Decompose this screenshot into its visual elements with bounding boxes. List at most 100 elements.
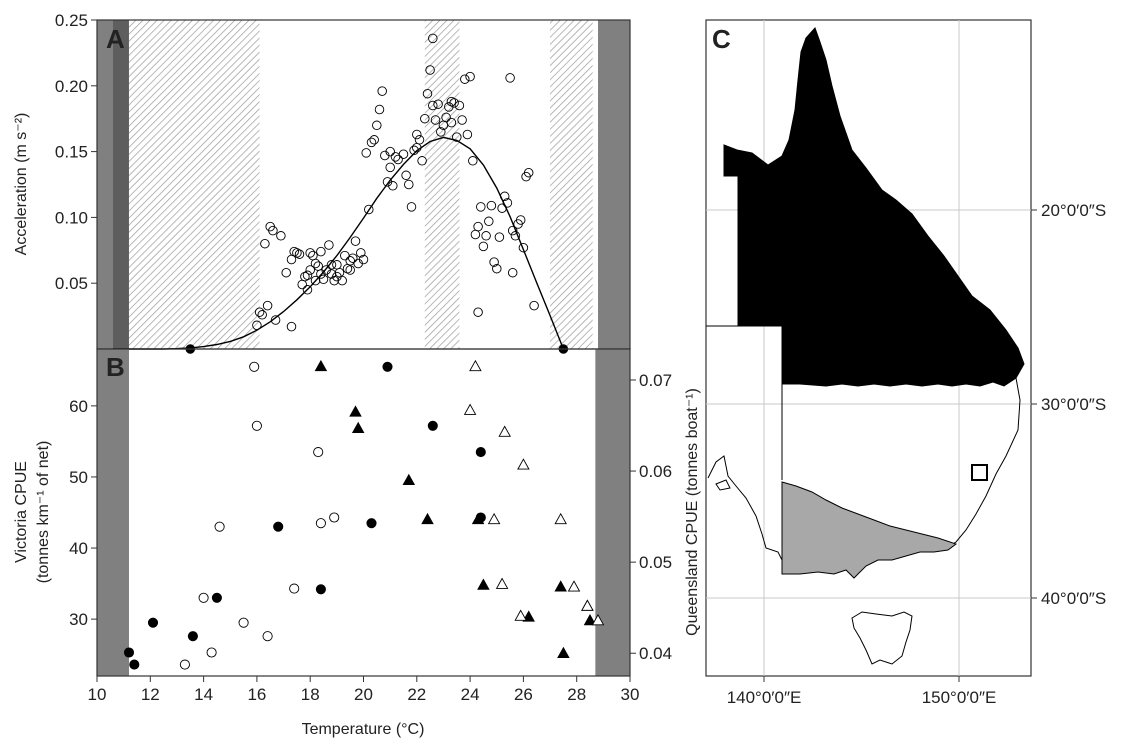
panel-a-y-axis-label: Acceleration (m s⁻²)	[13, 113, 30, 256]
acceleration-point	[507, 267, 518, 278]
acceleration-point	[417, 156, 427, 166]
victoria-cpue-point-filled	[211, 592, 222, 603]
victoria-cpue-point-filled	[427, 420, 438, 431]
tasmania-region	[851, 611, 913, 665]
acceleration-point	[388, 181, 398, 191]
acceleration-point	[484, 216, 494, 227]
panel-a-y-tick-label: 0.25	[55, 11, 88, 30]
acceleration-point	[302, 270, 313, 281]
map-latitude-label: 40°0′0″S	[1041, 589, 1106, 608]
acceleration-point	[326, 260, 337, 270]
victoria-cpue-point-open	[198, 592, 209, 603]
panel-b-right-tick-label: 0.07	[639, 371, 672, 390]
queensland-cpue-point-filled	[402, 473, 416, 486]
acceleration-point	[385, 162, 395, 173]
acceleration-point	[497, 203, 507, 213]
acceleration-point	[268, 225, 278, 236]
acceleration-point	[398, 149, 409, 159]
panel-b-x-tick-label: 28	[567, 685, 586, 704]
acceleration-point	[523, 167, 534, 178]
temperature-limit-band	[595, 349, 630, 676]
acceleration-point	[372, 120, 382, 131]
acceleration-point	[409, 145, 419, 156]
queensland-cpue-point-open	[469, 359, 482, 372]
acceleration-point	[326, 269, 337, 279]
queensland-cpue-point-filled	[554, 580, 567, 592]
study-site-marker	[971, 464, 988, 481]
panel-b-x-tick-label: 16	[247, 685, 266, 704]
panel-a-y-tick-label: 0.05	[55, 274, 88, 293]
acceleration-point	[254, 307, 265, 317]
victoria-cpue-point-open	[179, 659, 190, 670]
panel-b-right-axis-label: Queensland CPUE (tonnes boat⁻¹)	[684, 388, 701, 636]
acceleration-point	[505, 73, 515, 83]
acceleration-point	[494, 232, 505, 242]
acceleration-point	[257, 310, 267, 320]
acceleration-point	[393, 154, 403, 165]
kangaroo-island	[715, 479, 731, 491]
acceleration-point	[313, 261, 323, 271]
map-latitude-label: 30°0′0″S	[1041, 395, 1106, 414]
acceleration-point	[260, 238, 270, 249]
acceleration-point	[412, 142, 422, 153]
panel-c-map: C 140°0′0″E 150°0′0″E 20°0′0″S 30°0′0″S 40°…	[705, 19, 1106, 707]
acceleration-point	[414, 135, 425, 145]
acceleration-point	[499, 191, 510, 202]
acceleration-point	[366, 137, 377, 148]
acceleration-point	[518, 242, 529, 253]
acceleration-point	[510, 231, 521, 241]
map-longitude-label: 140°0′0″E	[727, 688, 802, 707]
acceleration-point	[507, 225, 518, 236]
acceleration-point	[486, 200, 497, 211]
acceleration-point	[297, 279, 307, 290]
queensland-cpue-point-filled	[471, 512, 485, 525]
victoria-cpue-point-filled	[382, 361, 393, 372]
panel-b-frame	[96, 348, 631, 677]
panel-b-x-tick-label: 14	[194, 685, 213, 704]
queensland-cpue-point-open	[498, 425, 511, 437]
acceleration-point	[300, 271, 310, 282]
panel-b-right-tick-label: 0.06	[639, 462, 672, 481]
victoria-cpue-point-open	[262, 631, 273, 642]
victoria-cpue-point-open	[315, 518, 326, 529]
acceleration-point	[340, 250, 350, 261]
panel-b-y-axis-label-line1: Victoria CPUE	[13, 461, 30, 563]
acceleration-point	[478, 241, 489, 252]
acceleration-point	[305, 248, 315, 258]
temperature-limit-band	[97, 349, 129, 676]
panel-a-y-tick-label: 0.10	[55, 208, 88, 227]
acceleration-point	[428, 100, 438, 111]
acceleration-point	[292, 248, 302, 258]
panel-b-x-tick-label: 20	[354, 685, 373, 704]
acceleration-point	[460, 74, 470, 84]
panel-a-y-tick-label: 0.15	[55, 143, 88, 162]
acceleration-point	[515, 215, 526, 225]
acceleration-point	[492, 263, 502, 274]
acceleration-point	[356, 248, 366, 258]
queensland-cpue-point-open	[567, 580, 581, 592]
temperature-limit-band	[97, 20, 113, 349]
acceleration-point	[252, 320, 262, 331]
acceleration-point	[262, 300, 273, 311]
victoria-cpue-point-filled	[187, 631, 198, 642]
victoria-cpue-point-open	[214, 521, 225, 532]
acceleration-point	[318, 274, 329, 285]
panel-b-left-tick-label: 30	[69, 610, 88, 629]
acceleration-point	[281, 267, 291, 278]
acceleration-point	[345, 265, 355, 275]
victoria-cpue-point-filled	[366, 518, 377, 529]
panel-b-right-tick-label: 0.04	[639, 644, 672, 663]
victoria-cpue-point-filled	[273, 521, 284, 532]
acceleration-point	[374, 104, 385, 115]
victoria-cpue-point-open	[313, 447, 324, 458]
acceleration-point	[425, 65, 435, 75]
acceleration-point	[446, 117, 457, 128]
acceleration-point	[473, 307, 483, 317]
acceleration-point	[420, 113, 430, 124]
acceleration-point	[489, 257, 499, 267]
acceleration-point	[473, 221, 483, 232]
panel-a-label: A	[106, 24, 125, 54]
acceleration-point	[364, 204, 374, 215]
temperature-limit-band-dark	[112, 20, 129, 349]
acceleration-point	[529, 300, 539, 311]
